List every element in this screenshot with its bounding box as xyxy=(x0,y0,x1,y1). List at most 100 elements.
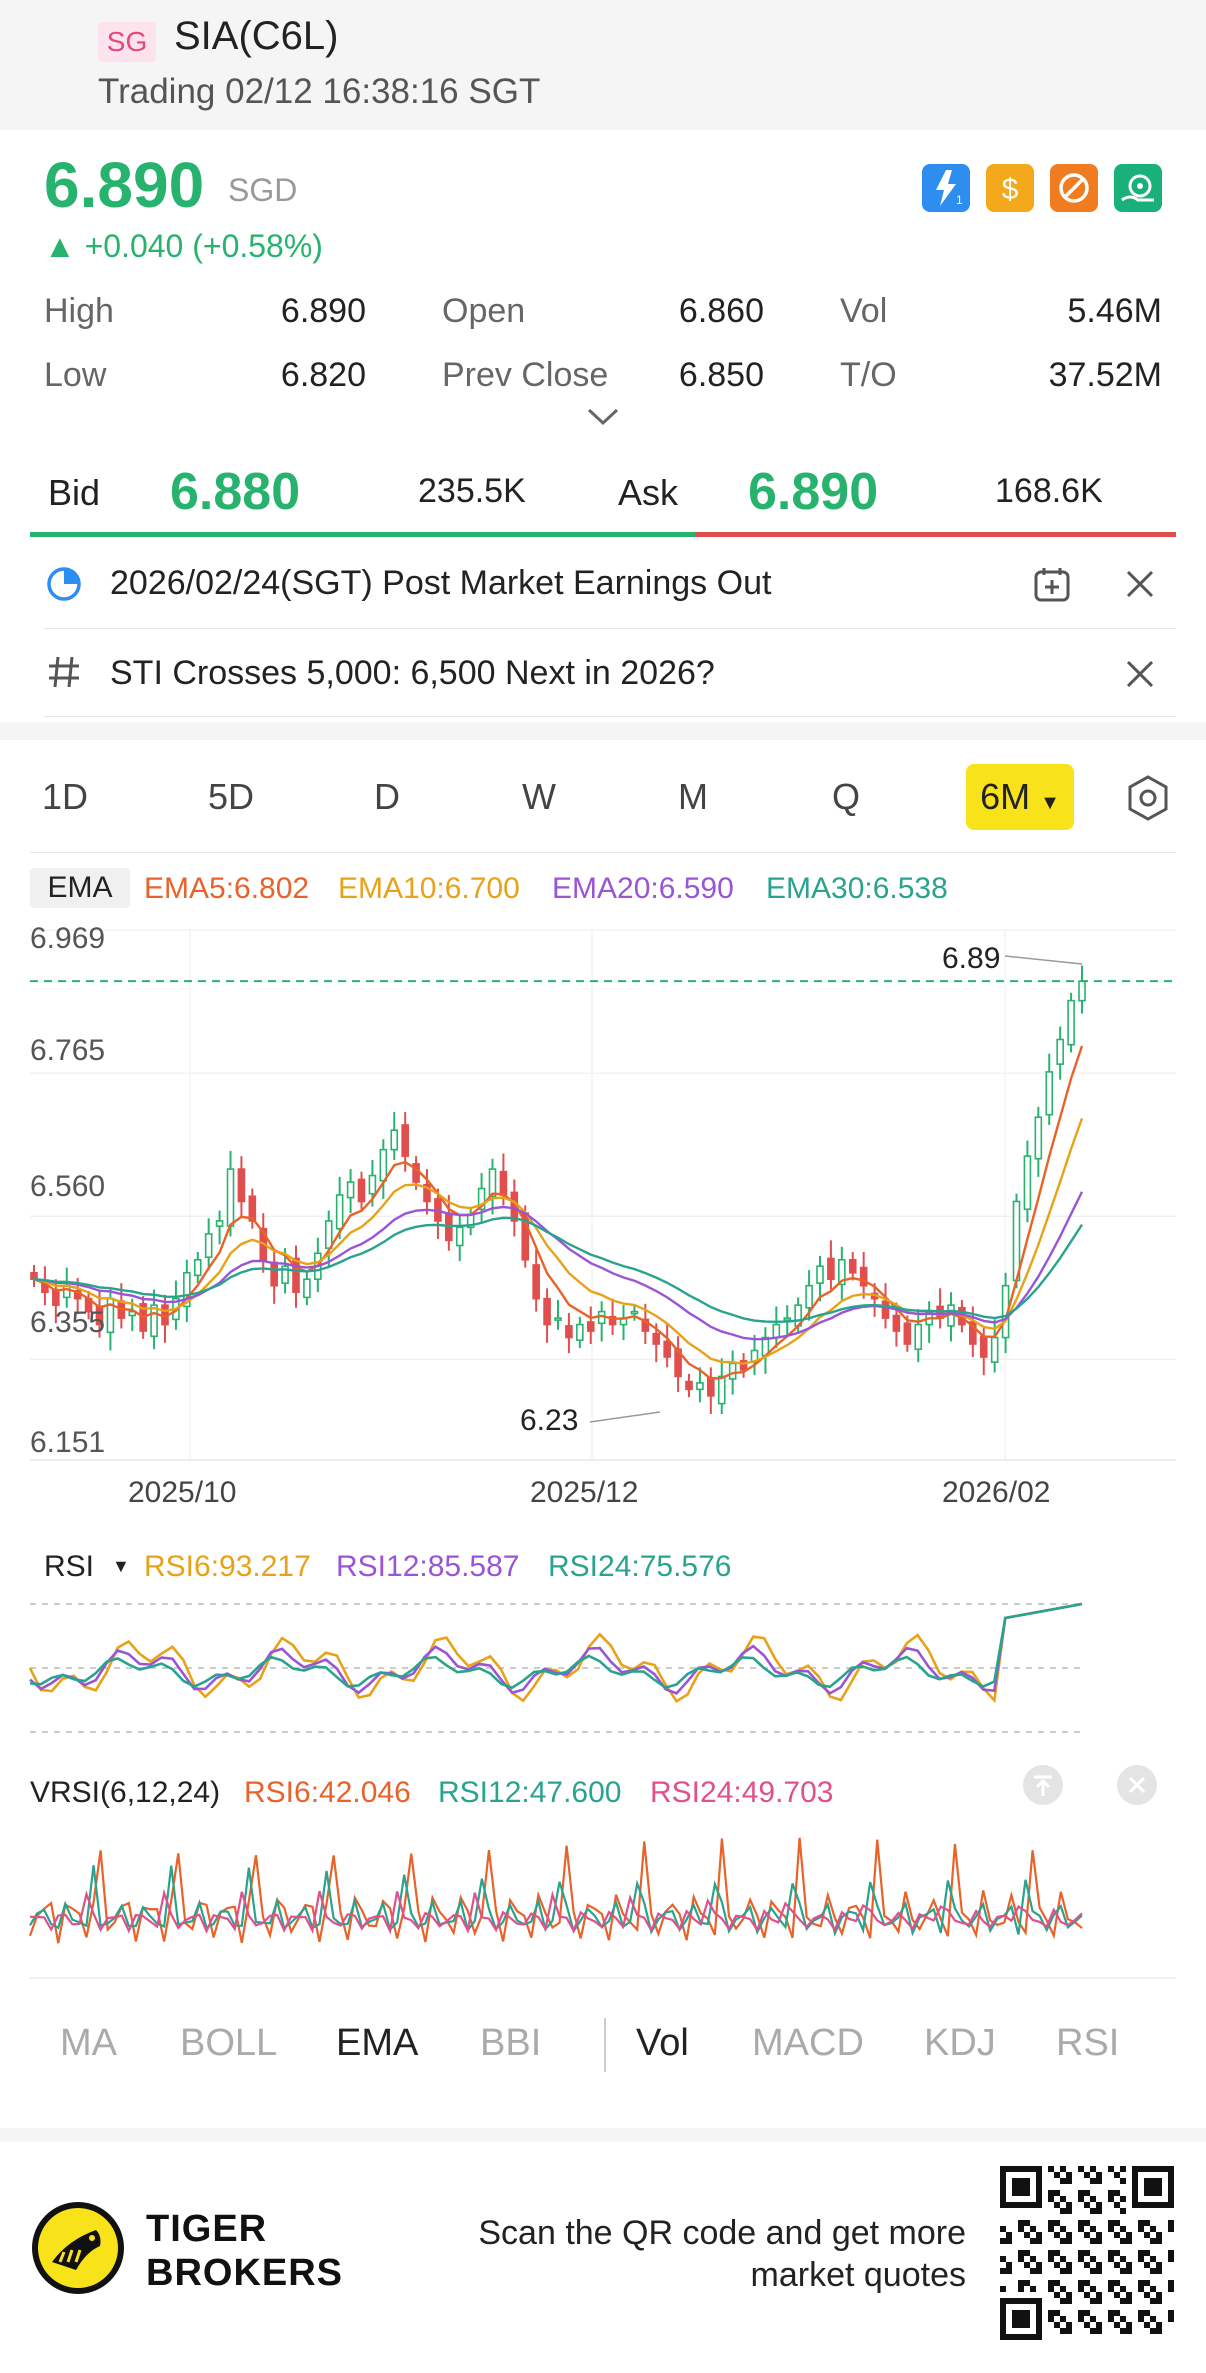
qr-module xyxy=(1030,2256,1036,2262)
lifebuoy-icon[interactable] xyxy=(1114,164,1162,212)
qr-module xyxy=(1066,2292,1072,2298)
indicator-tab-vol[interactable]: Vol xyxy=(636,2022,689,2064)
y-tick-label: 6.765 xyxy=(30,1034,106,1067)
active-period-label: 6M xyxy=(980,776,1031,817)
dropdown-arrow-icon[interactable]: ▼ xyxy=(112,1556,130,1576)
indicator-tab-ma[interactable]: MA xyxy=(60,2022,117,2064)
qr-module xyxy=(1114,2190,1120,2196)
candle-body xyxy=(237,1168,246,1203)
notice-earnings-text[interactable]: 2026/02/24(SGT) Post Market Earnings Out xyxy=(110,564,772,602)
qr-module xyxy=(1084,2220,1090,2226)
period-tab-m[interactable]: M xyxy=(678,776,708,817)
period-tab-5d[interactable]: 5D xyxy=(208,776,255,817)
period-tab-q[interactable]: Q xyxy=(832,776,861,817)
qr-module xyxy=(1006,2262,1012,2268)
y-tick-label: 6.151 xyxy=(30,1426,106,1459)
vrsi-label[interactable]: VRSI(6,12,24) xyxy=(30,1776,221,1809)
indicator-tab-bbi[interactable]: BBI xyxy=(480,2022,542,2064)
period-tab-1d[interactable]: 1D xyxy=(42,776,89,817)
qr-module xyxy=(1156,2322,1162,2328)
candle-body xyxy=(608,1316,617,1326)
brand-line1: TIGER xyxy=(146,2208,268,2250)
ask-strength-bar xyxy=(695,532,1176,537)
bid-size: 235.5K xyxy=(418,472,526,510)
qr-module xyxy=(1096,2172,1102,2178)
stat-label-open: Open xyxy=(442,292,526,330)
qr-module xyxy=(1108,2220,1114,2226)
candle-body xyxy=(914,1323,923,1351)
indicator-tab-kdj[interactable]: KDJ xyxy=(924,2022,996,2064)
qr-module xyxy=(1150,2298,1156,2304)
add-calendar-icon[interactable] xyxy=(1032,564,1072,604)
vrsi-line-0 xyxy=(28,1837,1083,1944)
period-tab-6m-active[interactable]: 6M ▼ xyxy=(966,764,1074,830)
qr-module xyxy=(1138,2316,1144,2322)
candle-body xyxy=(565,1325,573,1339)
period-tab-w[interactable]: W xyxy=(522,776,556,817)
qr-module xyxy=(1084,2232,1090,2238)
stat-label-high: High xyxy=(44,292,114,330)
qr-module xyxy=(1096,2328,1102,2334)
qr-module xyxy=(1150,2256,1156,2262)
candle-body xyxy=(423,1183,431,1203)
qr-module xyxy=(1126,2298,1132,2304)
qr-module xyxy=(1066,2172,1072,2178)
lightning-level1-icon[interactable]: 1 xyxy=(922,164,970,212)
qr-module xyxy=(1090,2328,1096,2334)
qr-module xyxy=(1030,2238,1036,2244)
close-icon[interactable] xyxy=(1122,566,1158,602)
scan-text-2: market quotes xyxy=(750,2256,966,2294)
qr-module xyxy=(1066,2298,1072,2304)
qr-module xyxy=(1096,2238,1102,2244)
qr-module xyxy=(1120,2226,1126,2232)
qr-module xyxy=(1054,2220,1060,2226)
close-icon[interactable] xyxy=(1122,656,1158,692)
qr-module xyxy=(1078,2190,1084,2196)
pin-top-icon[interactable] xyxy=(1022,1764,1064,1806)
qr-module xyxy=(1048,2190,1054,2196)
header-bar xyxy=(0,0,1206,130)
dollar-icon[interactable]: $ xyxy=(986,164,1034,212)
qr-module xyxy=(1048,2196,1054,2202)
indicator-tab-macd[interactable]: MACD xyxy=(752,2022,864,2064)
indicator-tab-rsi[interactable]: RSI xyxy=(1056,2022,1120,2064)
qr-module xyxy=(1018,2286,1024,2292)
dropdown-arrow-icon: ▼ xyxy=(1040,792,1060,814)
qr-module xyxy=(1096,2262,1102,2268)
qr-module xyxy=(1084,2250,1090,2256)
ema-tag[interactable]: EMA xyxy=(30,868,130,908)
candle-body xyxy=(1034,1116,1043,1160)
high-marker-line xyxy=(1004,955,1083,965)
scan-text-1: Scan the QR code and get more xyxy=(478,2214,966,2252)
candle-body xyxy=(630,1310,639,1315)
candle-body xyxy=(717,1375,726,1405)
qr-module xyxy=(1060,2268,1066,2274)
qr-module xyxy=(1144,2310,1150,2316)
qr-module xyxy=(1156,2292,1162,2298)
chart-settings-icon[interactable] xyxy=(1124,774,1172,822)
svg-text:1: 1 xyxy=(956,193,963,207)
qr-module xyxy=(1168,2310,1174,2316)
qr-module xyxy=(1054,2232,1060,2238)
candlestick-chart[interactable] xyxy=(0,910,1206,1510)
qr-module xyxy=(1060,2226,1066,2232)
candle-body xyxy=(193,1258,202,1277)
period-tab-d[interactable]: D xyxy=(374,776,400,817)
indicator-tab-boll[interactable]: BOLL xyxy=(180,2022,278,2064)
qr-module xyxy=(1066,2262,1072,2268)
candle-body xyxy=(128,1310,137,1317)
notice-news-text[interactable]: STI Crosses 5,000: 6,500 Next in 2026? xyxy=(110,654,715,692)
no-short-icon[interactable] xyxy=(1050,164,1098,212)
qr-module xyxy=(1144,2262,1150,2268)
rsi-label[interactable]: RSI xyxy=(44,1550,95,1583)
qr-module xyxy=(1060,2316,1066,2322)
qr-module xyxy=(1078,2310,1084,2316)
stat-label-vol: Vol xyxy=(840,292,888,330)
candle-body xyxy=(576,1323,584,1341)
candle-body xyxy=(641,1318,650,1332)
close-indicator-icon[interactable] xyxy=(1116,1764,1158,1806)
ask-price: 6.890 xyxy=(748,463,879,521)
indicator-tab-ema[interactable]: EMA xyxy=(336,2022,419,2064)
candle-body xyxy=(204,1233,213,1259)
expand-chevron-icon[interactable] xyxy=(585,404,621,428)
